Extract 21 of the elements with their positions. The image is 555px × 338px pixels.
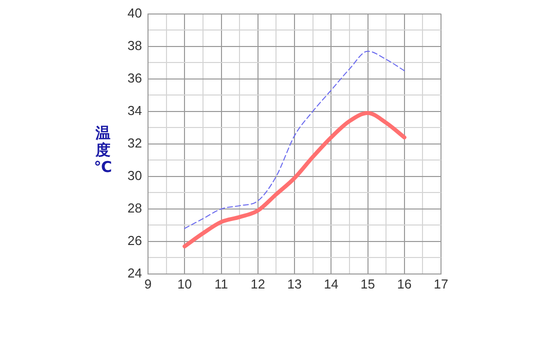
y-tick-label: 38 (128, 38, 142, 53)
y-tick-label: 32 (128, 135, 142, 150)
x-tick-label: 12 (250, 276, 266, 292)
y-tick-label: 30 (128, 168, 142, 184)
y-tick-label: 36 (128, 70, 142, 86)
y-axis-title: 温度℃ (94, 124, 112, 176)
x-tick-label: 10 (177, 276, 192, 292)
x-tick-label: 13 (287, 276, 302, 292)
line-series (184, 50, 405, 229)
x-tick-label: 15 (360, 276, 375, 292)
x-tick-label: 14 (324, 276, 338, 292)
y-tick-label: 40 (128, 5, 142, 20)
x-tick-label: 17 (434, 276, 448, 292)
x-tick-label: 11 (214, 276, 228, 292)
y-tick-label: 34 (128, 102, 142, 118)
x-tick-label: 16 (397, 276, 412, 292)
line-series (182, 111, 406, 248)
x-tick-label: 9 (144, 276, 152, 292)
y-tick-label: 26 (128, 233, 142, 248)
y-tick-label: 28 (128, 200, 142, 216)
y-tick-label: 24 (128, 266, 142, 281)
